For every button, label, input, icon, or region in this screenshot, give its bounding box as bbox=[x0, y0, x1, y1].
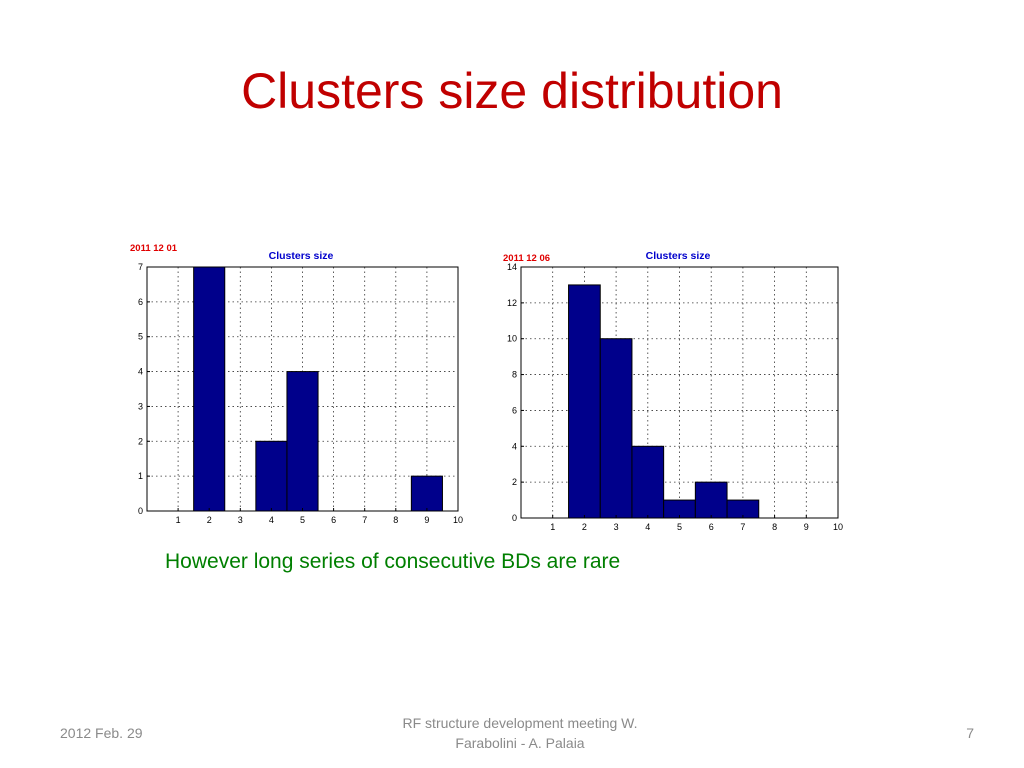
chart2-bar bbox=[599, 338, 633, 519]
chart2-x-tick-label: 7 bbox=[740, 522, 745, 532]
chart2-y-tick-label: 10 bbox=[507, 334, 517, 344]
chart2-y-tick-label: 4 bbox=[512, 441, 517, 451]
chart1-x-tick-label: 10 bbox=[453, 515, 463, 525]
chart1-bar bbox=[410, 475, 443, 512]
chart2-x-tick-label: 2 bbox=[582, 522, 587, 532]
chart2-x-tick-label: 4 bbox=[645, 522, 650, 532]
chart1-x-tick-label: 3 bbox=[238, 515, 243, 525]
chart1-x-tick-label: 8 bbox=[393, 515, 398, 525]
chart1-bar bbox=[193, 266, 226, 512]
chart2-x-tick-label: 1 bbox=[550, 522, 555, 532]
chart2-date-label: 2011 12 06 bbox=[503, 253, 550, 264]
chart2-x-tick-label: 9 bbox=[804, 522, 809, 532]
chart1-x-tick-label: 6 bbox=[331, 515, 336, 525]
chart1-x-tick-label: 4 bbox=[269, 515, 274, 525]
chart2-bar bbox=[694, 481, 728, 519]
chart1-y-tick-label: 5 bbox=[138, 332, 143, 342]
chart2-x-tick-label: 6 bbox=[709, 522, 714, 532]
chart1-y-tick-label: 1 bbox=[138, 471, 143, 481]
chart1-x-tick-label: 7 bbox=[362, 515, 367, 525]
chart2-y-tick-label: 6 bbox=[512, 405, 517, 415]
chart2-bar bbox=[631, 445, 665, 519]
chart2-bar bbox=[568, 284, 601, 519]
chart1-x-tick-label: 1 bbox=[176, 515, 181, 525]
chart2-title: Clusters size bbox=[646, 250, 711, 262]
chart1-x-tick-label: 9 bbox=[424, 515, 429, 525]
chart1-title: Clusters size bbox=[269, 250, 334, 262]
chart2-y-tick-label: 14 bbox=[507, 262, 517, 272]
chart1-x-tick-label: 2 bbox=[207, 515, 212, 525]
chart2-x-tick-label: 3 bbox=[614, 522, 619, 532]
slide-title: Clusters size distribution bbox=[241, 63, 783, 119]
chart2-y-tick-label: 8 bbox=[512, 370, 517, 380]
chart2-x-tick-label: 10 bbox=[833, 522, 843, 532]
chart2-x-tick-label: 8 bbox=[772, 522, 777, 532]
chart1-y-tick-label: 7 bbox=[138, 262, 143, 272]
chart2-x-tick-label: 5 bbox=[677, 522, 682, 532]
chart1-x-tick-label: 5 bbox=[300, 515, 305, 525]
footer-date: 2012 Feb. 29 bbox=[60, 725, 143, 741]
footer-center: RF structure development meeting W. Fara… bbox=[360, 713, 680, 753]
chart1-y-tick-label: 3 bbox=[138, 401, 143, 411]
chart1-bar bbox=[286, 371, 319, 512]
chart2-y-tick-label: 0 bbox=[512, 513, 517, 523]
footer-center-line2: Farabolini - A. Palaia bbox=[455, 735, 585, 751]
page-number: 7 bbox=[966, 725, 974, 741]
chart1-y-tick-label: 4 bbox=[138, 367, 143, 377]
chart2-y-tick-label: 12 bbox=[507, 298, 517, 308]
footer-center-line1: RF structure development meeting W. bbox=[402, 715, 638, 731]
chart2-y-tick-label: 2 bbox=[512, 477, 517, 487]
chart1-y-tick-label: 2 bbox=[138, 436, 143, 446]
chart1-bar bbox=[255, 440, 288, 512]
chart1-y-tick-label: 6 bbox=[138, 297, 143, 307]
chart1-date-label: 2011 12 01 bbox=[130, 243, 178, 254]
chart1-y-tick-label: 0 bbox=[138, 506, 143, 516]
slide-subtitle: However long series of consecutive BDs a… bbox=[165, 550, 621, 573]
